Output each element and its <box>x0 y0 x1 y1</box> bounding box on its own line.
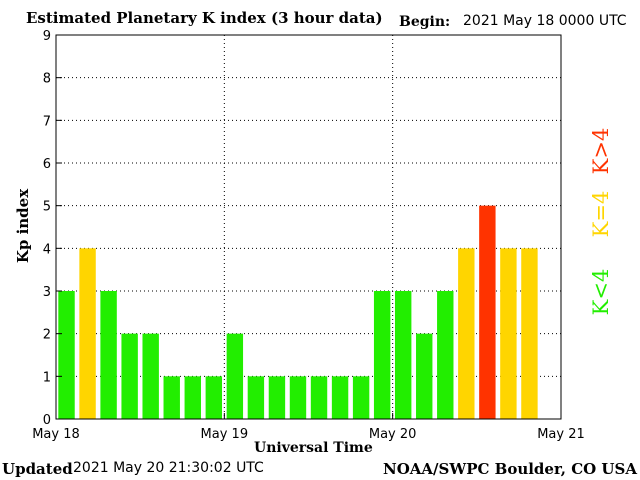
grid-lines <box>56 35 561 419</box>
legend-k-less-than-4: K<4 <box>589 268 613 316</box>
y-tick-label: 5 <box>43 200 51 215</box>
y-axis: 0 1 2 3 4 5 6 7 8 9 <box>43 29 62 428</box>
begin-label: Begin: <box>399 14 451 30</box>
kp-bar <box>310 376 328 419</box>
y-tick-label: 1 <box>43 370 51 385</box>
kp-bar <box>373 291 391 419</box>
kp-bar <box>247 376 265 419</box>
kp-bar <box>163 376 180 419</box>
kp-bar <box>79 248 96 419</box>
y-tick-label: 9 <box>43 29 51 44</box>
kp-bar <box>521 248 538 419</box>
y-tick-label: 2 <box>43 328 51 343</box>
kp-bar <box>205 376 223 419</box>
kp-bar <box>479 205 496 419</box>
kp-bar <box>268 376 286 419</box>
kp-bar <box>142 333 159 419</box>
y-tick-label: 3 <box>43 285 51 300</box>
kp-bar <box>394 291 412 419</box>
plot-frame <box>55 34 562 420</box>
kp-bar <box>500 248 517 419</box>
y-tick-label: 0 <box>43 413 51 428</box>
updated-label: Updated <box>2 460 73 478</box>
kp-bar <box>226 333 244 419</box>
kp-bar <box>331 376 349 419</box>
chart-title: Estimated Planetary K index (3 hour data… <box>26 9 383 27</box>
x-tick-label: May 18 <box>32 427 80 442</box>
kp-bar <box>416 333 433 419</box>
y-tick-label: 4 <box>43 242 51 257</box>
kp-bar <box>121 333 138 419</box>
kp-bar <box>184 376 201 419</box>
x-tick-label: May 19 <box>201 427 249 442</box>
updated-value: 2021 May 20 21:30:02 UTC <box>73 460 264 476</box>
kp-bar <box>289 376 307 419</box>
x-axis-title: Universal Time <box>254 440 373 456</box>
legend-k-greater-than-4: K>4 <box>589 127 613 175</box>
kp-bar <box>458 248 475 419</box>
y-axis-title: Kp index <box>14 188 32 264</box>
y-tick-label: 8 <box>43 72 51 87</box>
legend-k-equals-4: K=4 <box>589 190 613 238</box>
begin-value: 2021 May 18 0000 UTC <box>463 13 627 29</box>
bars-group <box>58 205 538 419</box>
y-tick-label: 7 <box>43 114 51 129</box>
x-tick-label: May 21 <box>537 427 585 442</box>
credit-text: NOAA/SWPC Boulder, CO USA <box>382 460 637 478</box>
y-tick-label: 6 <box>43 157 51 172</box>
kp-bar <box>352 376 370 419</box>
x-tick-label: May 20 <box>369 427 417 442</box>
kp-bar <box>437 291 454 419</box>
kp-bar <box>100 291 117 419</box>
x-axis: May 18 May 19 May 20 May 21 <box>32 413 585 442</box>
kp-bar <box>58 291 75 419</box>
